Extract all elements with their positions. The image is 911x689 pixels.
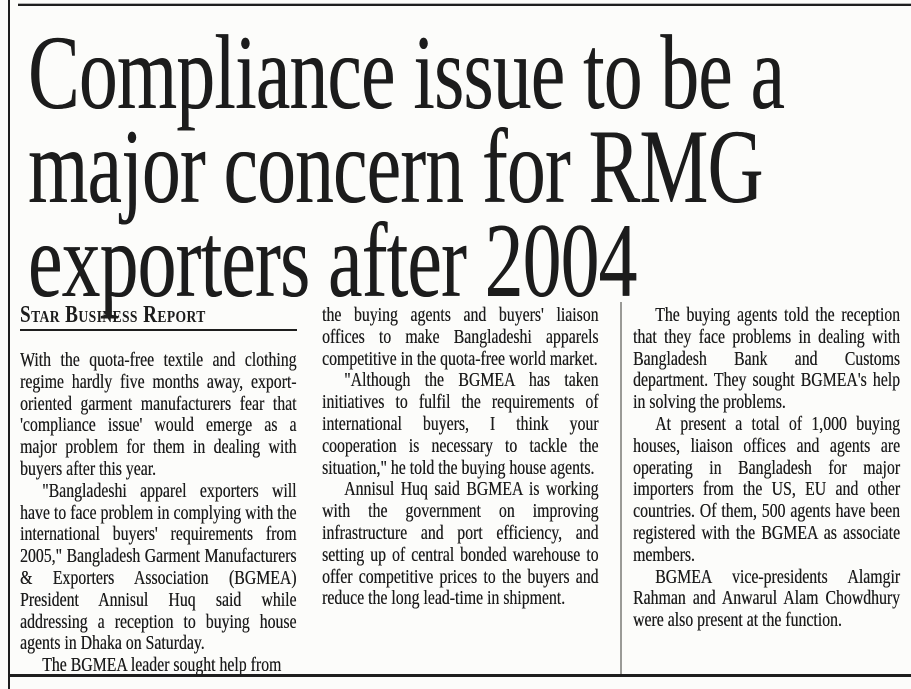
column-1-text: With the quota-free textile and clothing… — [20, 350, 297, 674]
column-divider-rule — [620, 302, 622, 674]
byline: Star Business Report — [20, 302, 206, 328]
paragraph: With the quota-free textile and clothing… — [20, 350, 297, 480]
bottom-rule — [9, 674, 911, 677]
byline-block: Star Business Report — [20, 302, 297, 331]
column-3: The buying agents told the reception tha… — [633, 305, 901, 674]
column-1: With the quota-free textile and clothing… — [20, 350, 298, 674]
column-2: the buying agents and buyers' liaison of… — [322, 305, 600, 674]
paragraph: "Bangladeshi apparel exporters will have… — [20, 479, 297, 655]
paragraph: At present a total of 1,000 buying house… — [633, 412, 901, 566]
paragraph: BGMEA vice-presidents Alamgir Rahman and… — [633, 565, 901, 632]
headline-line: exporters after 2004 — [28, 202, 637, 319]
left-border-rule — [8, 0, 10, 689]
column-2-text: the buying agents and buyers' liaison of… — [322, 305, 599, 610]
headline-line: Compliance issue to be a — [28, 14, 785, 131]
paragraph: The buying agents told the reception tha… — [633, 305, 901, 414]
byline-rule — [20, 329, 297, 331]
paragraph: The BGMEA leader sought help from — [42, 654, 282, 674]
paragraph: "Although the BGMEA has taken initiative… — [322, 369, 599, 479]
paragraph: Annisul Huq said BGMEA is working with t… — [322, 478, 599, 610]
paragraph: the buying agents and buyers' liaison of… — [322, 305, 599, 370]
headline: Compliance issue to be a major concern fo… — [28, 14, 911, 319]
column-3-text: The buying agents told the reception tha… — [633, 305, 900, 632]
headline-line: major concern for RMG — [28, 108, 763, 225]
top-rule — [18, 3, 911, 6]
